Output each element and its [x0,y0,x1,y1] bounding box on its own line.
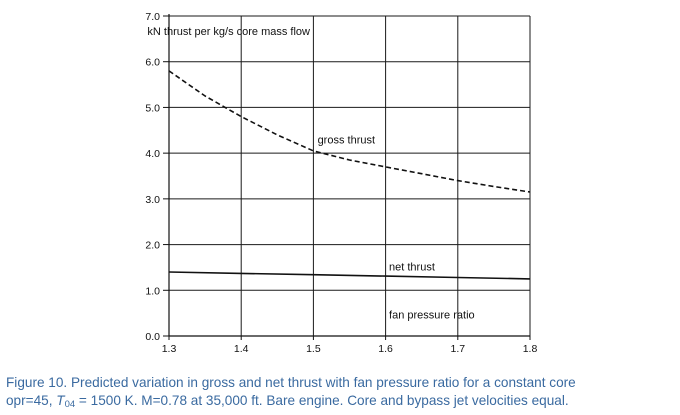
x-tick-label: 1.7 [450,343,465,355]
gross-thrust-line [168,70,531,193]
y-tick-label: 5.0 [145,102,160,114]
net-thrust-annotation: net thrust [389,262,435,274]
y-tick-label: 6.0 [145,57,160,69]
chart: 0.0 1.0 2.0 3.0 4.0 5.0 6.0 7.0 1.3 1.4 1.5 1.6 1.7 1… [145,11,538,355]
x-tick-label: 1.3 [162,343,177,355]
caption-line-2-start: opr=45, [6,393,57,408]
caption-line-2: opr=45, T04 = 1500 K. M=0.78 at 35,000 f… [6,392,674,410]
y-tick-label: 1.0 [145,285,160,297]
gross-thrust-annotation: gross thrust [318,134,375,146]
caption-temperature-subscript: 04 [64,399,76,410]
y-tick-label: 7.0 [145,11,160,23]
fan-pressure-ratio-annotation: fan pressure ratio [389,310,475,322]
caption-line-2-end: = 1500 K. M=0.78 at 35,000 ft. Bare engi… [75,393,569,408]
y-tick-label: 0.0 [145,331,160,343]
y-axis-label: kN thrust per kg/s core mass flow [147,26,310,38]
x-tick-label: 1.6 [378,343,393,355]
caption-temperature-symbol: T [56,393,65,408]
y-tick-label: 4.0 [145,148,160,160]
x-tick-label: 1.4 [234,343,249,355]
chart-svg: 0.0 1.0 2.0 3.0 4.0 5.0 6.0 7.0 1.3 1.4 1.5 1.6 1.7 1… [145,11,538,355]
y-tick-label: 3.0 [145,194,160,206]
figure-caption: Figure 10. Predicted variation in gross … [6,374,674,410]
caption-line-1: Figure 10. Predicted variation in gross … [6,375,576,390]
net-thrust-line [168,271,531,280]
x-tick-label: 1.8 [523,343,538,355]
y-tick-label: 2.0 [145,240,160,252]
x-tick-label: 1.5 [306,343,321,355]
